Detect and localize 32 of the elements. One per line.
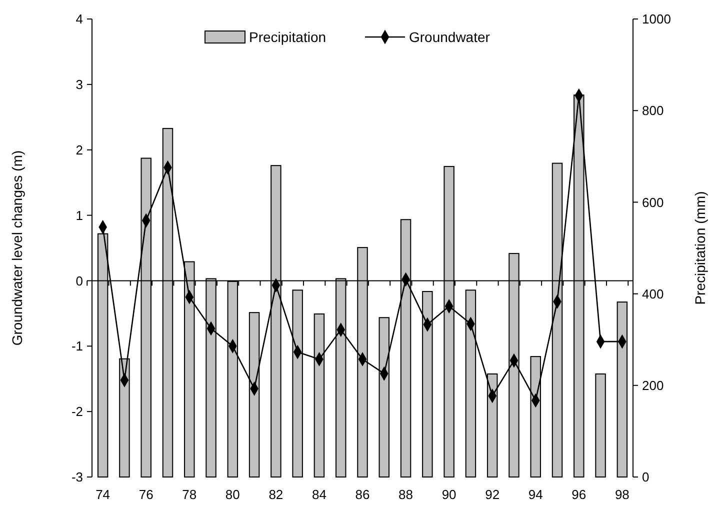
x-tick-label: 80 [225, 487, 240, 502]
y-tick-label: -3 [71, 470, 83, 485]
x-tick-label: 92 [485, 487, 500, 502]
y-tick-label: -1 [71, 338, 83, 354]
x-tick-label: 78 [182, 487, 197, 502]
x-tick-label: 88 [398, 487, 414, 502]
x-tick-label: 82 [268, 487, 284, 502]
y-tick-label: 1 [76, 208, 83, 223]
y2-tick-label: 0 [642, 470, 650, 485]
y-tick-label: 2 [76, 142, 83, 158]
x-tick-label: 86 [355, 487, 370, 502]
y2-axis-title: Precipitation (mm) [692, 191, 708, 305]
y-axis-title: Groundwater level changes (m) [9, 150, 25, 346]
y2-tick-label: 800 [642, 103, 664, 118]
legend-label: Precipitation [249, 28, 326, 45]
x-tick-label: 84 [312, 487, 326, 502]
y2-tick-label: 200 [642, 378, 664, 393]
y2-tick-label: 600 [642, 194, 664, 210]
y-tick-label: 0 [76, 273, 83, 288]
x-tick-label: 90 [442, 487, 456, 502]
y2-tick-label: 1000 [642, 12, 671, 27]
x-tick-label: 94 [528, 487, 543, 502]
y-tick-label: 4 [76, 12, 83, 27]
x-tick-label: 98 [614, 487, 630, 502]
legend-label: Groundwater [409, 28, 490, 45]
x-tick-label: 96 [572, 487, 586, 502]
bar [595, 373, 606, 478]
y2-tick-label: 400 [642, 286, 664, 302]
x-tick-label: 74 [96, 487, 110, 502]
x-tick-label: 76 [138, 487, 154, 502]
y-tick-label: -2 [71, 404, 83, 420]
y-tick-label: 3 [76, 76, 83, 92]
